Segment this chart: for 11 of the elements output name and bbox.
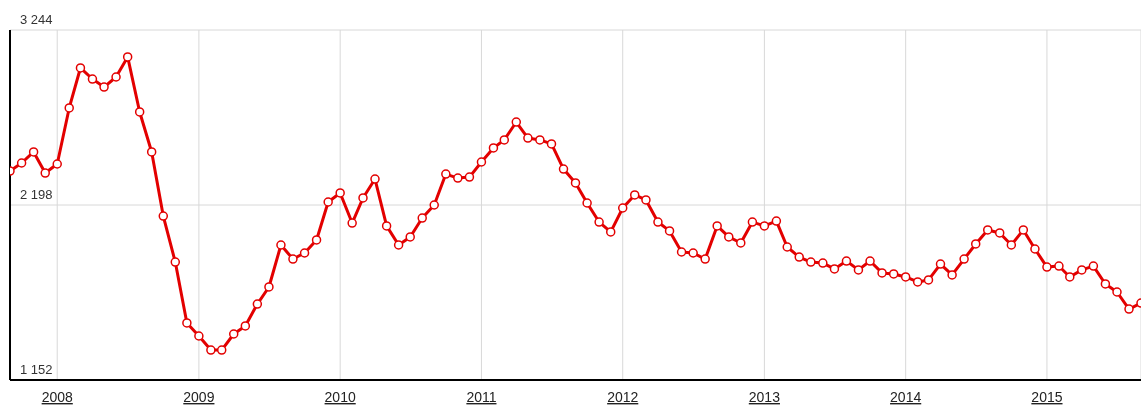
y-tick-label: 1 152 — [20, 362, 53, 377]
x-tick-label: 2012 — [607, 389, 639, 405]
x-tick-label: 2008 — [41, 389, 73, 405]
x-tick-label: 2009 — [183, 389, 215, 405]
x-tick-label: 2015 — [1031, 389, 1063, 405]
x-tick-label: 2014 — [890, 389, 922, 405]
x-tick-label: 2011 — [466, 389, 497, 405]
x-tick-label: 2010 — [324, 389, 356, 405]
y-tick-label: 2 198 — [20, 187, 53, 202]
x-tick-label: 2013 — [748, 389, 781, 405]
y-tick-label: 3 244 — [20, 12, 53, 27]
